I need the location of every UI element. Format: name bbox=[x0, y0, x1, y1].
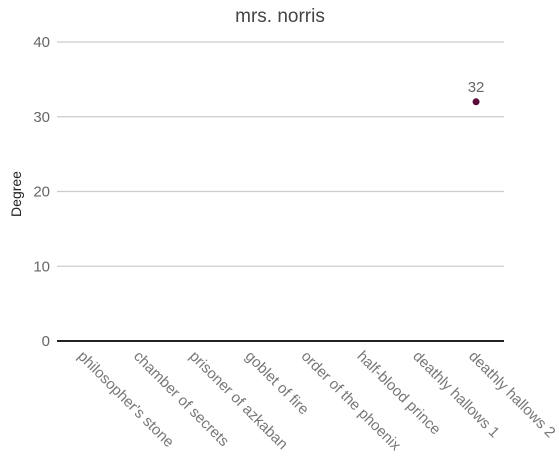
y-tick-labels: 0 10 20 30 40 bbox=[33, 34, 50, 350]
x-tick-label: prisoner of azkaban bbox=[186, 348, 291, 453]
x-tick-label: chamber of secrets bbox=[130, 348, 232, 450]
data-points bbox=[472, 98, 480, 106]
y-axis-label: Degree bbox=[8, 171, 24, 217]
y-tick-label: 0 bbox=[42, 333, 50, 350]
y-tick-label: 40 bbox=[33, 34, 50, 51]
data-label: 32 bbox=[468, 79, 485, 96]
chart-title: mrs. norris bbox=[235, 6, 325, 27]
x-tick-label: philosopher's stone bbox=[74, 348, 177, 451]
x-tick-label: order of the phoenix bbox=[298, 348, 405, 455]
y-tick-label: 30 bbox=[33, 109, 50, 126]
data-labels: 32 bbox=[468, 79, 485, 96]
y-tick-label: 10 bbox=[33, 258, 50, 275]
y-tick-label: 20 bbox=[33, 184, 50, 201]
gridlines bbox=[57, 41, 504, 342]
data-point bbox=[472, 98, 480, 106]
